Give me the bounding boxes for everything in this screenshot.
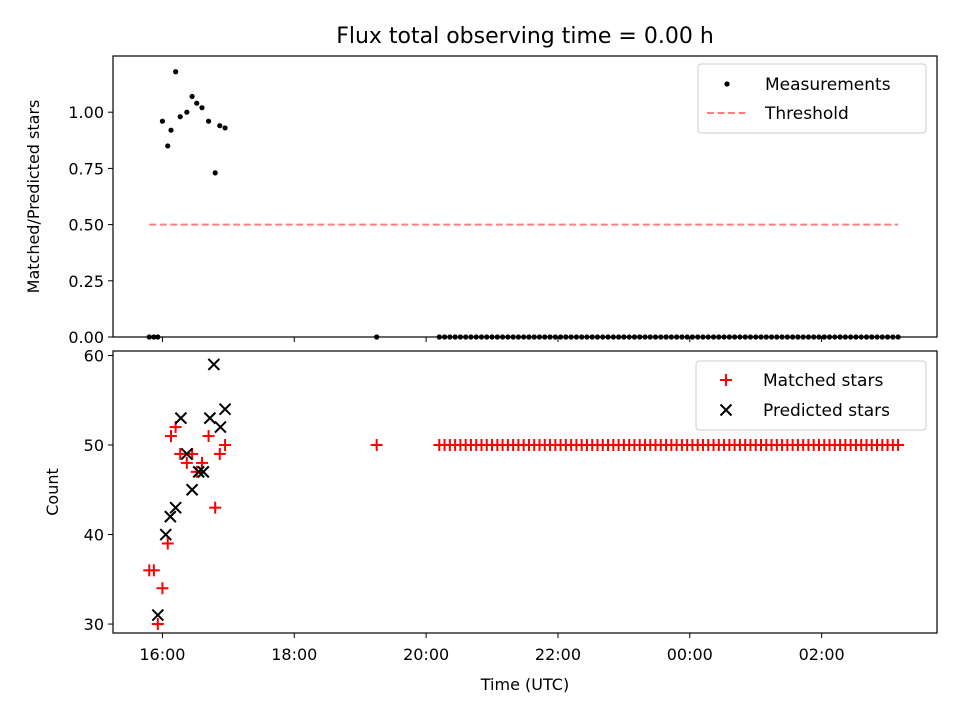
predicted-star-point — [203, 411, 217, 425]
bottom-y-tick-label: 40 — [84, 526, 104, 545]
matched-star-point — [165, 430, 178, 443]
bottom-axes-frame — [112, 350, 938, 634]
bottom-x-axis-label: Time (UTC) — [480, 675, 569, 694]
predicted-star-point — [214, 420, 227, 434]
top-chart-title: Flux total observing time = 0.00 h — [336, 24, 714, 49]
top-y-axis-label: Matched/Predicted stars — [24, 100, 43, 294]
bottom-x-tick-label: 20:00 — [403, 645, 449, 664]
matched-star-point — [202, 430, 215, 443]
matched-star-point — [151, 618, 164, 631]
top-legend: Measurements Threshold — [697, 63, 927, 134]
matched-star-point — [370, 439, 383, 451]
bottom-x-tick-label: 18:00 — [271, 645, 317, 664]
matched-star-point — [147, 564, 160, 577]
top-y-tick-label: 0.50 — [68, 216, 104, 235]
measurement-point — [173, 69, 179, 75]
measurement-point — [205, 118, 212, 124]
bottom-y-axis-label: Count — [43, 468, 62, 516]
legend-matched-marker — [720, 374, 732, 386]
matched-star-point — [209, 501, 222, 514]
predicted-star-point — [192, 465, 205, 479]
bottom-x-tick-label: 22:00 — [535, 645, 581, 664]
legend-matched-label: Matched stars — [763, 371, 883, 391]
matched-star-point — [161, 537, 174, 550]
bottom-x-tick-label: 02:00 — [799, 645, 845, 664]
matched-star-point — [892, 439, 905, 451]
legend-measurements-marker — [724, 81, 730, 87]
top-y-tick-label: 1.00 — [68, 103, 104, 122]
top-y-tick-label: 0.00 — [68, 328, 104, 347]
matched-star-point — [195, 456, 208, 469]
predicted-star-point — [180, 447, 194, 461]
bottom-y-tick-label: 60 — [84, 346, 104, 365]
measurement-point — [212, 170, 218, 176]
bottom-plot: 16:00 18:00 20:00 22:00 00:00 02:00 30 40 50 60 Co… — [43, 346, 938, 694]
measurement-point — [184, 109, 190, 115]
legend-predicted-label: Predicted stars — [763, 401, 890, 421]
measurement-point — [159, 118, 166, 124]
bottom-legend-box — [695, 360, 927, 431]
predicted-star-point — [159, 528, 172, 541]
top-legend-box — [697, 63, 927, 134]
matched-star-point — [213, 447, 226, 460]
measurement-point — [189, 93, 195, 100]
predicted-star-point — [169, 501, 182, 514]
measurement-point — [165, 143, 171, 149]
predicted-star-point — [207, 358, 221, 371]
measurement-point — [199, 105, 205, 111]
predicted-star-point — [164, 510, 177, 523]
top-plot: 0.00 0.25 0.50 0.75 1.00 Matched/Predicted st… — [24, 55, 938, 347]
bottom-legend: Matched stars Predicted stars — [695, 360, 927, 431]
predicted-star-point — [218, 402, 232, 416]
measurement-point — [217, 123, 223, 129]
measurement-point — [222, 125, 228, 131]
measurement-point — [177, 114, 183, 120]
top-y-tick-label: 0.75 — [68, 159, 104, 178]
legend-threshold-label: Threshold — [764, 104, 849, 124]
predicted-star-point — [185, 483, 199, 496]
bottom-y-tick-label: 50 — [84, 436, 104, 455]
matched-star-point — [219, 439, 232, 451]
bottom-y-tick-label: 30 — [84, 615, 104, 634]
matched-star-point — [190, 465, 203, 478]
matched-star-point — [174, 447, 187, 460]
bottom-x-tick-label: 00:00 — [667, 645, 713, 664]
legend-measurements-label: Measurements — [765, 75, 891, 95]
measurement-point — [168, 127, 174, 133]
matched-star-point — [156, 582, 169, 595]
predicted-star-point — [174, 411, 188, 425]
top-axes-frame — [112, 55, 938, 338]
predicted-star-point — [197, 465, 210, 479]
legend-predicted-marker — [719, 403, 733, 417]
matched-star-point — [180, 456, 193, 469]
top-y-tick-label: 0.25 — [68, 272, 104, 291]
measurement-point — [194, 100, 200, 106]
predicted-star-point — [151, 608, 165, 622]
bottom-x-tick-label: 16:00 — [139, 645, 185, 664]
